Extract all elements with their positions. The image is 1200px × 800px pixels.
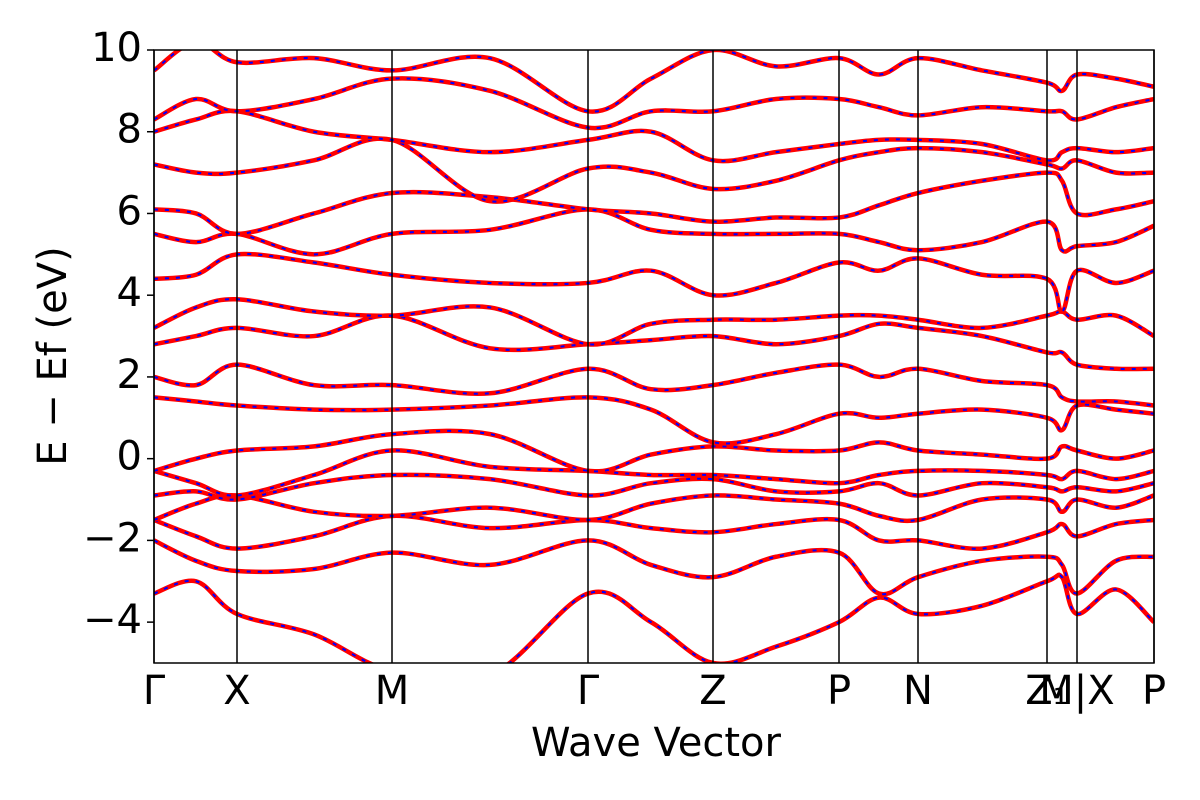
y-tick-label: 0 xyxy=(117,434,142,480)
band-line-dashed xyxy=(154,494,1154,522)
axes: Γ X M Γ Z P N Z₁M|X P −4 −2 0 2 4 6 8 10 xyxy=(83,25,1166,714)
band-line-dashed xyxy=(154,171,1154,235)
band-line xyxy=(154,362,1154,408)
x-axis-label: Wave Vector xyxy=(531,720,782,766)
band-line-dashed xyxy=(154,314,1154,371)
band-line xyxy=(154,170,1154,237)
band-line xyxy=(154,251,1154,314)
y-tick-label: 6 xyxy=(117,188,142,234)
y-tick-label: −4 xyxy=(83,597,142,643)
y-tick-label: −2 xyxy=(83,515,142,561)
x-tick-label: Z₁ xyxy=(1025,668,1068,714)
band-line-dashed xyxy=(154,429,1154,473)
x-tick-label: P xyxy=(1142,668,1166,714)
x-tick-label: Z xyxy=(699,668,726,714)
band-line-dashed xyxy=(154,449,1154,497)
y-tick-label: 2 xyxy=(117,352,142,398)
y-tick-label: 10 xyxy=(91,25,142,71)
band-line xyxy=(154,395,1154,446)
plot-frame xyxy=(153,49,1155,664)
x-tick-label: Γ xyxy=(577,668,600,714)
band-line xyxy=(154,513,1154,551)
band-line-dashed xyxy=(154,50,1154,113)
y-axis-label: E − Ef (eV) xyxy=(30,246,76,465)
x-tick-label: M|X xyxy=(1039,668,1114,714)
band-line xyxy=(154,572,1154,663)
band-line-dashed xyxy=(154,363,1154,407)
band-line xyxy=(154,492,1154,524)
band-line-dashed xyxy=(154,77,1154,130)
x-tick-label: P xyxy=(827,668,851,714)
band-line-dashed xyxy=(154,298,1154,346)
band-line-dashed xyxy=(154,514,1154,550)
band-line-dashed xyxy=(154,208,1154,256)
y-tick-label: 4 xyxy=(117,270,142,316)
x-tick-label: M xyxy=(375,668,410,714)
bands xyxy=(154,50,1154,663)
band-line xyxy=(154,428,1154,474)
band-line-dashed xyxy=(154,137,1154,203)
band-line xyxy=(154,538,1154,597)
band-line xyxy=(154,76,1154,131)
band-line-dashed xyxy=(154,252,1154,313)
band-line-dashed xyxy=(154,396,1154,445)
x-tick-label: N xyxy=(903,668,933,714)
band-line-dashed xyxy=(154,109,1154,163)
band-line-dashed xyxy=(154,573,1154,663)
x-tick-label: Γ xyxy=(143,668,166,714)
y-tick-label: 8 xyxy=(117,107,142,153)
x-tick-label: X xyxy=(223,668,250,714)
band-line xyxy=(154,472,1154,502)
